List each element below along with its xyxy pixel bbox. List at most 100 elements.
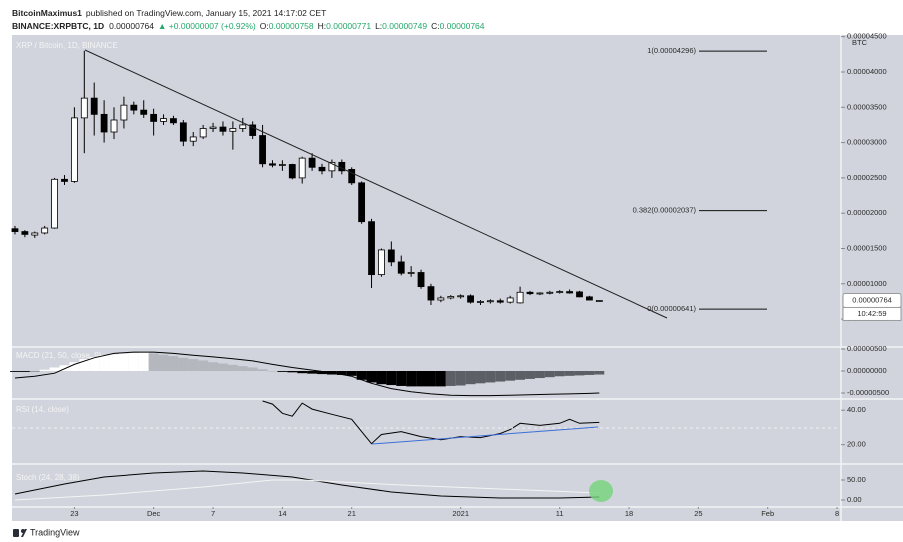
histogram-bar — [198, 360, 209, 371]
candle-body — [150, 113, 158, 122]
candle-body — [31, 232, 39, 236]
trend-line — [84, 49, 668, 319]
author: BitcoinMaximus1 — [12, 8, 82, 18]
histogram-bar — [475, 370, 486, 384]
y-tick-label: 0.00000000 — [847, 366, 887, 375]
highlight — [589, 480, 613, 502]
y-tick-label: 20.00 — [847, 440, 866, 449]
ohlc-value: 0.00000771 — [326, 21, 371, 31]
ohlc-label: H: — [318, 21, 327, 31]
candle-body — [417, 272, 425, 288]
histogram-bar — [455, 370, 466, 386]
y-tick-label: 0.00004000 — [847, 67, 887, 76]
histogram-bar — [396, 370, 407, 386]
candle-body — [209, 126, 217, 129]
candle-body — [110, 119, 118, 133]
histogram-bar — [148, 353, 159, 371]
x-tick-label: Feb — [761, 509, 774, 518]
candle-body — [120, 104, 128, 121]
symbol: BINANCE:XRPBTC, 1D — [12, 21, 104, 31]
indicator-line — [262, 400, 600, 445]
fib-label: 1(0.00004296) — [647, 46, 696, 55]
histogram-bar — [515, 370, 526, 380]
candle-body — [586, 296, 593, 301]
candle-body — [80, 97, 88, 119]
logo-part — [21, 529, 27, 537]
histogram-bar — [178, 357, 189, 371]
histogram-bar — [406, 370, 417, 387]
histogram-bar — [208, 362, 219, 371]
x-tick-label: 25 — [694, 509, 702, 518]
candle-body — [318, 166, 326, 172]
published: published on TradingView.com, January 15… — [86, 8, 326, 18]
histogram-bar — [29, 370, 40, 372]
indicator-line — [14, 479, 600, 501]
histogram-bar — [386, 370, 397, 386]
candle-body — [486, 300, 494, 303]
histogram-bar — [168, 356, 179, 371]
histogram-bar — [79, 359, 90, 371]
histogram-bar — [505, 370, 516, 381]
candle-body — [516, 291, 524, 304]
candle-body — [457, 295, 465, 298]
indicator-line — [14, 351, 600, 397]
ohlc-value: 0.00000758 — [269, 21, 314, 31]
ohlc-label: L: — [375, 21, 382, 31]
x-tick-label: 14 — [278, 509, 286, 518]
candle-body — [179, 122, 187, 142]
candle-body — [566, 291, 574, 294]
y-tick-label: 0.00002500 — [847, 173, 887, 182]
candle-body — [199, 128, 207, 138]
candle-body — [447, 296, 455, 299]
y-tick-label: 40.00 — [847, 405, 866, 414]
change: ▲ +0.00000007 (+0.92%) — [158, 21, 256, 31]
publish-line: BitcoinMaximus1 published on TradingView.… — [12, 8, 326, 18]
y-tick-label: 0.00001500 — [847, 243, 887, 252]
histogram-bar — [10, 370, 20, 372]
candle-body — [249, 124, 257, 136]
histogram-bar — [89, 356, 100, 371]
candle-body — [288, 164, 296, 179]
histogram-bar — [69, 362, 80, 371]
rsi-title: RSI (14, close) — [16, 405, 69, 414]
y-tick-label: 0.00000500 — [847, 344, 887, 353]
histogram-bar — [336, 370, 347, 375]
histogram-bar — [287, 370, 298, 373]
histogram-bar — [445, 370, 456, 386]
candle-body — [407, 272, 415, 274]
candle-body — [189, 136, 197, 142]
candle-body — [378, 249, 385, 276]
fib-label: 0.382(0.00002037) — [633, 206, 697, 215]
histogram-bar — [564, 370, 575, 376]
histogram-bar — [267, 370, 278, 372]
histogram-bar — [188, 359, 199, 371]
histogram-bar — [594, 370, 605, 375]
candle-body — [348, 169, 356, 184]
histogram-bar — [297, 370, 308, 374]
y-tick-label: 50.00 — [847, 475, 866, 484]
candle-body — [70, 117, 78, 182]
y-unit: BTC — [852, 38, 868, 47]
candle-body — [427, 286, 435, 301]
histogram-bar — [257, 369, 268, 371]
histogram-bar — [584, 370, 595, 375]
candle-body — [170, 118, 177, 124]
candle-body — [526, 291, 534, 295]
histogram-bar — [416, 370, 426, 387]
histogram-bar — [138, 352, 149, 371]
histogram-bar — [277, 370, 288, 372]
candle-body — [506, 297, 514, 303]
histogram-bar — [317, 370, 327, 375]
x-tick-label: Dec — [147, 509, 161, 518]
histogram-bar — [99, 355, 110, 371]
x-tick-label: 8 — [835, 509, 839, 518]
candle-body — [328, 161, 336, 172]
histogram-bar — [39, 369, 50, 371]
candle-body — [100, 113, 108, 133]
last-price: 0.00000764 — [109, 21, 154, 31]
histogram-bar — [128, 352, 139, 371]
candle-body — [477, 301, 484, 303]
candle-body — [259, 135, 266, 165]
ohlc-label: O: — [260, 21, 269, 31]
candle-body — [90, 97, 98, 115]
